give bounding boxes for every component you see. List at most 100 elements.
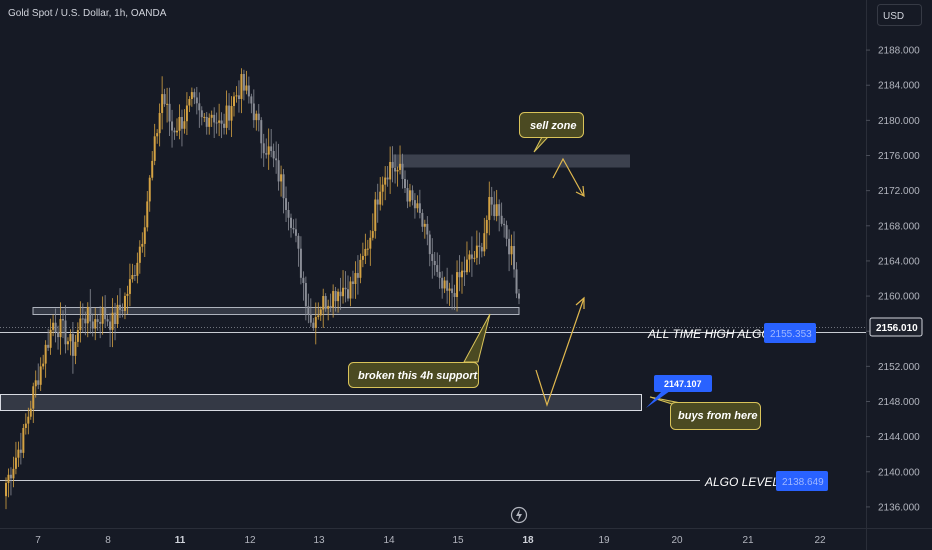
candle (193, 88, 196, 105)
candle-body (225, 105, 228, 128)
candle-body (394, 167, 397, 172)
candle (123, 292, 126, 320)
price-tick-label: 2152.000 (878, 362, 920, 373)
algo-level-badge[interactable]: 2138.649 (776, 471, 828, 491)
time-tick-label: 19 (598, 535, 610, 546)
time-tick-label: 11 (175, 535, 186, 546)
candle (146, 191, 149, 232)
candle-body (76, 330, 79, 342)
currency-button[interactable]: USD (877, 4, 922, 26)
time-tick-label: 20 (671, 535, 683, 546)
candle-body (277, 160, 280, 182)
support-callout[interactable]: broken this 4h support (348, 313, 491, 388)
candle (351, 270, 354, 299)
candle (185, 92, 188, 136)
candle (453, 284, 456, 311)
lightning-icon[interactable] (510, 506, 528, 524)
candle-body (228, 105, 231, 121)
candle (74, 334, 77, 365)
candle (436, 252, 439, 277)
candle-body (250, 96, 253, 104)
candles-layer (5, 68, 520, 510)
candle-body (131, 275, 134, 280)
sell-zone-box[interactable] (393, 154, 630, 168)
candle-body (314, 316, 317, 328)
candle (12, 456, 15, 488)
candle-body (158, 112, 161, 134)
candle-body (461, 270, 463, 278)
candle-body (485, 219, 488, 234)
candle-body (96, 319, 99, 322)
candle-body (431, 254, 434, 261)
candle-body (480, 247, 483, 252)
candle (342, 270, 345, 304)
candle-body (356, 273, 359, 278)
candle (235, 86, 238, 103)
buy-zone-price: 2147.107 (664, 379, 702, 389)
candle-body (411, 190, 414, 201)
candle-body (498, 204, 501, 216)
candle (495, 189, 498, 222)
candle-body (166, 103, 169, 105)
time-axis[interactable]: 7 8 11 12 13 14 15 18 19 20 21 22 (35, 535, 826, 546)
candle (374, 191, 377, 239)
buy-zone-box[interactable] (0, 394, 642, 411)
chart-title: Gold Spot / U.S. Dollar, 1h, OANDA (8, 8, 167, 19)
candle-body (433, 260, 436, 266)
ath-algo-badge[interactable]: 2155.353 (764, 323, 816, 343)
candle (52, 314, 55, 337)
time-tick-label: 13 (313, 535, 325, 546)
candle (200, 106, 203, 126)
candle (488, 181, 491, 236)
candle-body (183, 121, 186, 129)
candle (39, 357, 42, 391)
support-zone-box[interactable] (32, 307, 520, 315)
candle (408, 183, 411, 207)
candle-body (260, 120, 263, 144)
candle (153, 123, 156, 166)
candle-body (515, 269, 518, 294)
candle-body (237, 95, 240, 99)
candle-body (126, 293, 129, 296)
price-tick-label: 2160.000 (878, 292, 920, 303)
candle-body (327, 305, 330, 309)
candle-body (81, 318, 84, 320)
buy-arrow-head (575, 296, 585, 309)
candle-body (351, 281, 354, 284)
candle-body (255, 113, 258, 121)
candle-body (161, 94, 164, 113)
candle (411, 185, 414, 206)
candle (418, 189, 421, 219)
candle (485, 215, 488, 250)
zones-layer (0, 154, 642, 411)
candle (101, 296, 104, 335)
current-price-value: 2156.010 (876, 323, 918, 334)
candle (143, 215, 146, 258)
candle (515, 262, 518, 299)
candle (213, 107, 216, 139)
candle (302, 271, 305, 301)
candle (428, 230, 431, 267)
candle (334, 286, 337, 312)
candle (116, 295, 119, 328)
time-tick-label: 7 (35, 535, 41, 546)
candle-body (176, 130, 178, 133)
candle (376, 183, 379, 223)
sell-zone-callout[interactable]: sell zone (519, 112, 584, 153)
candle (282, 168, 285, 214)
buy-callout[interactable]: buys from here (649, 396, 761, 430)
candle (114, 302, 117, 341)
candle (366, 239, 369, 256)
candle-body (309, 314, 312, 323)
candle-body (265, 153, 268, 155)
candle (86, 302, 89, 338)
candle-body (106, 319, 109, 322)
candle-body (245, 85, 248, 91)
candle (371, 213, 374, 241)
candle-body (285, 198, 288, 210)
buy-zone-price-badge[interactable]: 2147.107 (646, 375, 712, 408)
candle-body (39, 366, 42, 385)
candle-body (456, 272, 459, 297)
